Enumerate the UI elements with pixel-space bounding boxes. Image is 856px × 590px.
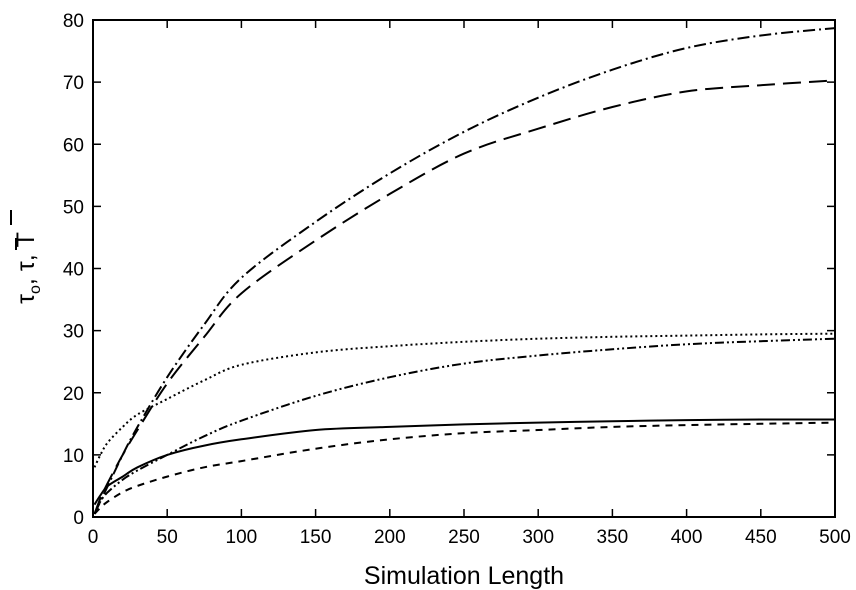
y-tick-label: 70 [63,73,84,94]
x-tick-label: 350 [597,527,629,548]
y-axis: 0 10 20 30 40 50 60 70 80 [63,11,835,529]
y-tick-label: 40 [63,260,84,281]
series-line-dotted [93,332,836,468]
series-line-long-dash [93,79,836,515]
x-axis: 0 50 100 150 200 250 300 350 400 450 500 [88,20,851,548]
x-axis-title: Simulation Length [364,562,564,590]
x-tick-label: 150 [300,527,332,548]
x-tick-label: 0 [88,527,99,548]
y-tick-label: 0 [73,508,84,529]
x-tick-label: 100 [226,527,258,548]
y-tick-label: 80 [63,11,84,32]
series-line-solid [93,418,836,506]
series-line-short-dash [93,421,836,515]
plot-frame [92,19,836,518]
y-tick-label: 30 [63,322,84,343]
x-tick-label: 450 [745,527,777,548]
x-tick-label: 250 [448,527,480,548]
x-tick-label: 500 [819,527,851,548]
series-line-dash-dot-dot [93,337,836,515]
series-line-dash-dot [93,27,836,515]
y-axis-title: τo, τ, T [10,210,44,304]
x-tick-label: 300 [522,527,554,548]
y-tick-label: 60 [63,135,84,156]
series-lines [93,27,836,515]
x-tick-label: 200 [374,527,406,548]
x-tick-label: 400 [671,527,703,548]
y-tick-label: 20 [63,384,84,405]
y-tick-label: 10 [63,446,84,467]
y-tick-label: 50 [63,197,84,218]
x-tick-label: 50 [157,527,178,548]
